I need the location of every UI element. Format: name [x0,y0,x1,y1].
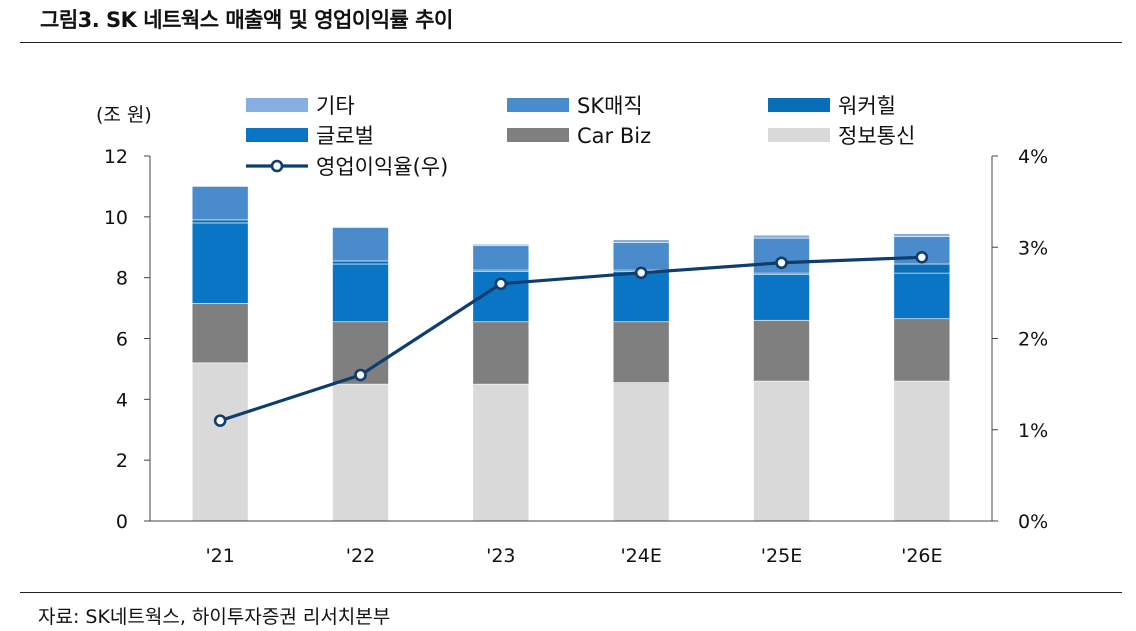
x-tick-label: '25E [761,545,802,567]
x-tick-label: '22 [346,545,375,567]
source-note: 자료: SK네트웍스, 하이투자증권 리서치본부 [38,606,391,628]
margin-point [354,368,367,382]
figure-title: 그림3. SK 네트웍스 매출액 및 영업이익률 추이 [40,8,453,32]
legend-swatch [507,98,569,112]
title-rule [20,42,1122,43]
bar-segment [893,263,951,274]
legend-line-marker [270,159,284,173]
bar-segment [753,234,810,239]
bar-segment [893,318,951,382]
y-tick-label: 8 [116,268,128,290]
margin-point [634,266,648,280]
margin-line [219,255,922,423]
y-tick-label: 12 [104,146,128,168]
bar-segment [612,382,670,522]
bar-segment [332,260,389,265]
bar-segment [753,380,810,522]
bar-segment [191,222,249,304]
x-tick-label: '21 [205,545,234,567]
legend-swatch [768,128,830,142]
bar-segment [191,219,249,224]
bar-segment [753,274,810,321]
bar-segment [472,243,530,247]
bar-segment [612,321,670,383]
bar-segment [893,233,951,237]
y-tick-label: 4 [116,389,128,411]
legend-label: 글로벌 [316,124,374,148]
x-tick-label: '23 [486,545,515,567]
bar-segment [332,383,389,522]
legend-swatch [768,98,830,112]
y2-tick-label: 2% [1018,329,1048,351]
bar-segment [191,362,249,522]
margin-point [915,250,929,264]
bar-segment [472,321,530,385]
bar-segment [472,383,530,522]
bar-segment [612,242,670,271]
legend-label: 워커힐 [838,94,896,118]
bar-segment [893,272,951,320]
legend-label: 기타 [316,94,355,118]
bar-segment [472,245,530,271]
bar-segment [612,271,670,323]
y2-tick-label: 0% [1018,511,1048,533]
margin-point [775,256,788,270]
bar-segment [191,186,249,221]
legend-swatch [246,128,308,142]
margin-point [213,414,227,427]
y2-tick-label: 3% [1018,237,1048,259]
legend-label: Car Biz [577,124,651,148]
y2-tick-label: 4% [1018,146,1048,168]
y2-tick-label: 1% [1018,420,1048,442]
y-tick-label: 6 [116,329,128,351]
x-tick-label: '26E [901,545,942,567]
y-tick-label: 10 [104,207,128,229]
y-axis-label: (조 원) [96,104,152,126]
margin-point [494,277,508,291]
legend-swatch [507,128,569,142]
bar-segment [893,380,951,522]
bar-segment [191,303,249,364]
x-tick-label: '24E [620,545,661,567]
y-tick-label: 2 [116,450,128,472]
bar-segment [332,263,389,323]
y-tick-label: 0 [116,511,128,533]
legend-swatch [246,98,308,112]
bar-segment [753,319,810,382]
legend-label: 영업이익율(우) [316,155,448,179]
legend-label: SK매직 [577,94,643,118]
bar-segment [332,227,389,262]
bar-segment [612,239,670,243]
source-rule [20,592,1122,593]
legend-label: 정보통신 [838,124,915,148]
